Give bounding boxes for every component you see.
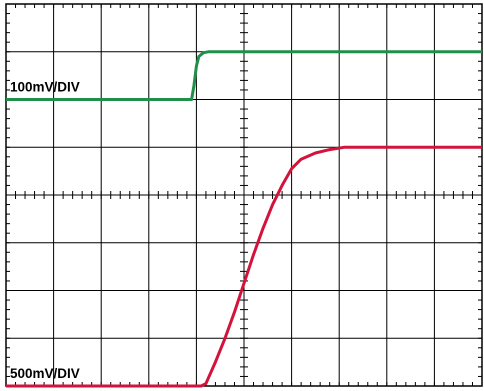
trace-layer — [6, 50, 482, 388]
plot-frame — [5, 3, 483, 387]
scale-labels: 100mV/DIV 500mV/DIV — [10, 80, 80, 382]
scale-label-green: 100mV/DIV — [10, 80, 80, 95]
scale-label-red: 500mV/DIV — [10, 366, 80, 381]
trace-red — [6, 145, 482, 388]
trace-green — [6, 50, 482, 101]
